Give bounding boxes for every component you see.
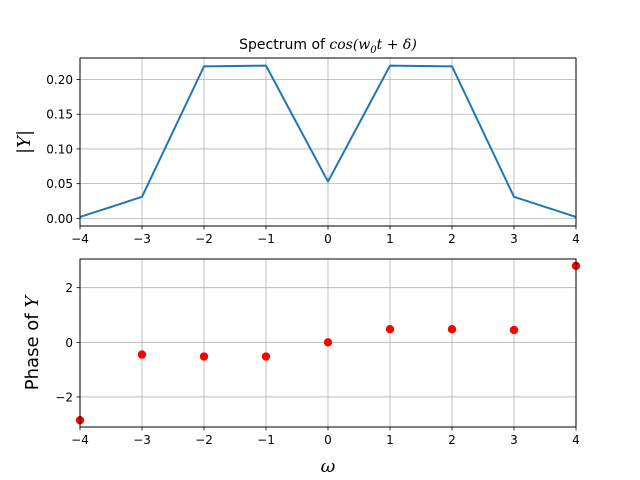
- magnitude-x-tick-label: −1: [257, 232, 275, 246]
- phase-data-point: [323, 338, 333, 347]
- phase-data-point: [137, 350, 147, 359]
- phase-x-tick-label: −2: [195, 433, 213, 447]
- phase-x-tick-label: 3: [510, 433, 518, 447]
- magnitude-ticks: −4 −3 −2 −1 0 1 2 3 4 0.00 0.05 0.10 0.15 0.20: [46, 73, 580, 246]
- magnitude-x-tick-label: 4: [572, 232, 580, 246]
- magnitude-x-tick-label: −2: [195, 232, 213, 246]
- phase-x-tick-label: −3: [133, 433, 151, 447]
- phase-series: [75, 261, 581, 425]
- phase-x-tick-label: 0: [324, 433, 332, 447]
- magnitude-series: [79, 64, 577, 218]
- phase-y-tick-label: 2: [65, 281, 73, 295]
- magnitude-ylabel: |Y|: [14, 130, 35, 154]
- magnitude-y-tick-label: 0.00: [46, 212, 73, 226]
- magnitude-x-tick-label: −4: [71, 232, 89, 246]
- phase-ylabel: Phase of Y: [22, 294, 43, 391]
- magnitude-y-tick-label: 0.05: [46, 177, 73, 191]
- phase-data-point: [261, 352, 271, 361]
- magnitude-subplot: Spectrum of cos(w0t + δ) −4 −3 −2 −1 0 1 2 3 4 0.…: [14, 37, 580, 246]
- phase-data-point: [509, 325, 519, 335]
- magnitude-y-tick-label: 0.10: [46, 142, 73, 156]
- magnitude-y-tick-label: 0.20: [46, 73, 73, 87]
- magnitude-series-line: [79, 64, 577, 218]
- magnitude-x-tick-label: 0: [324, 232, 332, 246]
- phase-xlabel: ω: [321, 456, 336, 477]
- phase-y-tick-label: 0: [65, 336, 73, 350]
- magnitude-x-tick-label: 1: [386, 232, 394, 246]
- magnitude-y-tick-label: 0.15: [46, 108, 73, 122]
- phase-x-tick-label: −4: [71, 433, 89, 447]
- phase-x-tick-label: 2: [448, 433, 456, 447]
- phase-data-point: [385, 325, 395, 334]
- phase-data-point: [447, 325, 457, 334]
- phase-x-tick-label: 1: [386, 433, 394, 447]
- phase-x-tick-label: −1: [257, 433, 275, 447]
- magnitude-x-tick-label: −3: [133, 232, 151, 246]
- magnitude-x-tick-label: 3: [510, 232, 518, 246]
- phase-subplot: −4 −3 −2 −1 0 1 2 3 4 −2 0 2 Phase of Y ω: [22, 258, 581, 477]
- magnitude-title: Spectrum of cos(w0t + δ): [239, 37, 417, 56]
- phase-x-tick-label: 4: [572, 433, 580, 447]
- phase-ticks: −4 −3 −2 −1 0 1 2 3 4 −2 0 2: [55, 281, 580, 447]
- phase-y-tick-label: −2: [55, 390, 73, 404]
- magnitude-x-tick-label: 2: [448, 232, 456, 246]
- phase-data-point: [199, 352, 209, 361]
